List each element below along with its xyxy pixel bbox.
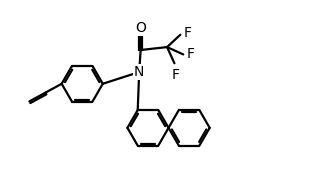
Text: O: O — [135, 21, 146, 35]
Text: F: F — [172, 68, 180, 82]
Text: N: N — [134, 65, 144, 79]
Text: F: F — [187, 47, 195, 61]
Text: F: F — [183, 26, 191, 40]
